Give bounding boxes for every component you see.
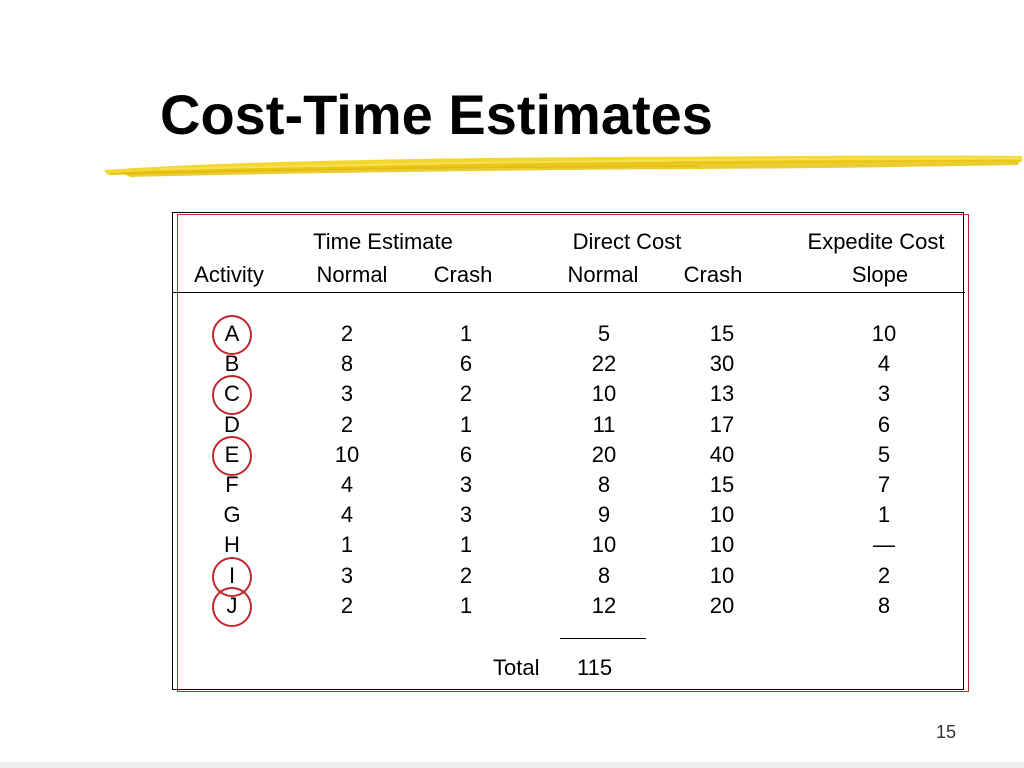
cell-time-normal: 4 bbox=[340, 502, 354, 528]
cell-cost-crash: 10 bbox=[709, 532, 735, 558]
cell-time-normal: 2 bbox=[340, 411, 354, 437]
cell-time-normal: 3 bbox=[340, 381, 354, 407]
cell-time-normal: 2 bbox=[340, 592, 354, 618]
cell-cost-crash: 15 bbox=[709, 472, 735, 497]
cell-slope: 7 bbox=[877, 472, 891, 497]
cell-cost-crash: 30 bbox=[709, 351, 735, 377]
cell-cost-normal: 8 bbox=[597, 562, 611, 588]
highlighter-brush-stroke bbox=[104, 155, 1022, 177]
cell-time-normal: 4 bbox=[340, 472, 354, 497]
cell-cost-normal: 5 bbox=[597, 321, 611, 346]
cell-activity: F bbox=[225, 472, 239, 497]
cell-cost-crash: 17 bbox=[709, 411, 735, 437]
cell-cost-normal: 12 bbox=[591, 592, 617, 618]
cell-time-crash: 2 bbox=[459, 562, 473, 588]
cell-cost-crash: 15 bbox=[709, 321, 735, 346]
column-header-activity: Activity bbox=[194, 262, 264, 287]
cell-cost-normal: 8 bbox=[597, 472, 611, 497]
cell-time-crash: 1 bbox=[459, 532, 473, 558]
cell-time-crash: 3 bbox=[459, 472, 473, 497]
cell-cost-crash: 40 bbox=[709, 441, 735, 467]
column-header-time-crash: Crash bbox=[433, 262, 493, 287]
cell-cost-normal: 10 bbox=[591, 381, 617, 407]
cell-time-crash: 2 bbox=[459, 381, 473, 407]
cell-activity: B bbox=[224, 351, 240, 377]
page-number: 15 bbox=[935, 722, 956, 742]
column-header-slope: Slope bbox=[851, 262, 909, 287]
cell-time-normal: 3 bbox=[340, 562, 354, 588]
cell-time-crash: 6 bbox=[459, 351, 473, 377]
group-header-expedite-cost: Expedite Cost bbox=[807, 229, 945, 254]
cell-activity: C bbox=[224, 381, 240, 407]
cell-activity: D bbox=[224, 411, 240, 437]
total-underline bbox=[560, 638, 646, 639]
highlight-circle bbox=[212, 375, 252, 416]
cell-time-normal: 8 bbox=[340, 351, 354, 377]
total-value: 115 bbox=[577, 655, 613, 680]
table-frame-red bbox=[177, 214, 969, 692]
cell-time-crash: 6 bbox=[459, 441, 473, 467]
cell-slope: 5 bbox=[877, 441, 891, 467]
cell-time-crash: 3 bbox=[459, 502, 473, 528]
highlight-circle bbox=[212, 315, 252, 355]
highlight-circle bbox=[212, 586, 252, 627]
cell-cost-normal: 11 bbox=[592, 411, 616, 437]
cell-cost-normal: 10 bbox=[591, 532, 617, 558]
column-header-cost-crash: Crash bbox=[683, 262, 743, 287]
cell-activity: A bbox=[224, 321, 240, 346]
cell-slope: 3 bbox=[877, 381, 891, 407]
group-header-time-estimate: Time Estimate bbox=[313, 229, 453, 254]
cell-cost-normal: 9 bbox=[597, 502, 611, 528]
header-divider bbox=[172, 292, 965, 293]
cell-activity: E bbox=[224, 441, 240, 467]
total-label: Total bbox=[493, 655, 540, 680]
cell-cost-crash: 13 bbox=[709, 381, 735, 407]
slide-title: Cost-Time Estimates bbox=[160, 83, 713, 146]
cell-slope: 4 bbox=[877, 351, 891, 377]
cell-time-crash: 1 bbox=[459, 321, 473, 346]
cell-slope: 2 bbox=[877, 562, 891, 588]
cell-slope: — bbox=[873, 532, 895, 558]
cell-cost-crash: 10 bbox=[709, 502, 735, 528]
cell-slope: 6 bbox=[877, 411, 891, 437]
group-header-direct-cost: Direct Cost bbox=[572, 229, 682, 254]
column-header-cost-normal: Normal bbox=[567, 262, 639, 287]
highlight-circle bbox=[212, 435, 252, 476]
cell-slope: 8 bbox=[877, 592, 891, 618]
cell-slope: 1 bbox=[877, 502, 891, 528]
cell-activity: I bbox=[228, 562, 236, 588]
cell-time-normal: 2 bbox=[340, 321, 354, 346]
cell-cost-normal: 22 bbox=[591, 351, 617, 377]
cell-cost-normal: 20 bbox=[591, 441, 617, 467]
cell-time-crash: 1 bbox=[459, 411, 473, 437]
table-frame bbox=[172, 212, 964, 690]
cell-time-normal: 10 bbox=[334, 441, 360, 467]
cell-time-normal: 1 bbox=[340, 532, 354, 558]
cell-time-crash: 1 bbox=[459, 592, 473, 618]
cell-slope: 10 bbox=[871, 321, 897, 346]
cell-activity: H bbox=[224, 532, 240, 558]
cell-cost-crash: 10 bbox=[709, 562, 735, 588]
cell-cost-crash: 20 bbox=[709, 592, 735, 618]
cell-activity: J bbox=[226, 592, 238, 618]
cell-activity: G bbox=[223, 502, 241, 528]
footer-band bbox=[0, 762, 1024, 768]
column-header-time-normal: Normal bbox=[316, 262, 388, 287]
